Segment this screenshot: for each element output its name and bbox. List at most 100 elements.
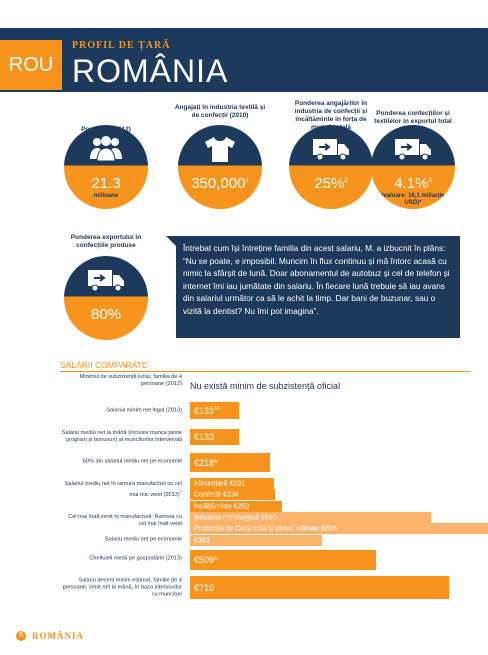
stat-label: Angajați în industria textilă și de conf… — [174, 104, 266, 119]
bar-label: Alimentară €231 — [194, 480, 245, 487]
page-number: 8 — [16, 631, 26, 641]
stat-icon — [393, 135, 433, 168]
icon-shape — [205, 137, 235, 162]
bar: €363 — [190, 535, 323, 546]
stat-value: 25%2 — [289, 175, 373, 192]
stat-unit: (valoare: 16,1 miliarde USD)* — [381, 193, 445, 206]
stat-value: 80% — [64, 306, 148, 323]
bar-label: €13310 — [194, 406, 220, 416]
row-label-text: Salariu decent minim estimat, familie de… — [62, 577, 182, 598]
icon-shape — [421, 153, 429, 161]
row-label: Salariu mediu net la mână (inclusiv munc… — [60, 430, 182, 444]
bar-label-text: Confecții €234 — [194, 491, 239, 498]
row-label: Minimul de subzistență lunar, familia de… — [60, 374, 182, 388]
stat-circle: 4.1%3 (valoare: 16,1 miliarde USD)* — [371, 125, 455, 209]
icon-shape — [101, 136, 111, 146]
bar-label: €710 — [194, 583, 214, 593]
stat-value: 21.3 — [64, 175, 148, 192]
row-label-text: Minimul de subzistență lunar, familia de… — [79, 374, 182, 387]
icon-shape — [316, 153, 324, 161]
bar-label-text: Alimentară €231 — [194, 480, 245, 487]
bar-label-text: €710 — [194, 582, 215, 593]
stat-icon — [86, 266, 126, 299]
bar-label: €218* — [194, 458, 218, 468]
icon-shape — [339, 153, 347, 161]
stat-label: Ponderea exportului în confecțiile produ… — [70, 234, 142, 249]
stat-unit: milioane — [93, 193, 119, 199]
no-minimum-note: Nu există minim de subzistență oficial — [190, 381, 341, 391]
stat-value-text: 21.3 — [91, 175, 121, 192]
row-label-text: 60% din salariul mediu net pe economie — [82, 458, 182, 465]
quote-pointer — [166, 236, 178, 248]
icon-shape — [398, 153, 406, 161]
bar: Industria metalurgică €660 — [190, 512, 431, 523]
row-label: 60% din salariul mediu net pe economie — [60, 459, 182, 466]
stat-value: 4.1%3 — [371, 175, 455, 192]
icon-shape — [113, 275, 124, 286]
bar-label-text: Industria metalurgică €660 — [194, 514, 277, 521]
row-label-text: Cheltuieli medii pe gospodărie (2013) — [89, 555, 182, 562]
section-rule — [60, 371, 470, 372]
stat-value-text: 80% — [90, 306, 122, 323]
bar-label: Producția de Coca cola și uleiuri rafina… — [194, 525, 337, 532]
icon-shape — [88, 270, 124, 292]
row-label-text: Salariu mediu net pe economie — [104, 536, 182, 543]
row-label: Cel mai înalt venit în manufactură: Ramu… — [60, 514, 182, 528]
icon-shape — [420, 144, 431, 155]
row-label: Salariu mediu net pe economie — [60, 537, 182, 544]
icon-shape — [96, 147, 116, 162]
bar-label: Industria metalurgică €660 — [194, 514, 277, 521]
bar: Alimentară €231 — [190, 478, 275, 489]
icon-shape — [338, 144, 349, 155]
stat-icon — [311, 135, 351, 168]
footer-title: ROMÂNIA — [32, 631, 84, 641]
stat-circle: 350,0001 — [178, 125, 262, 209]
row-label: Cheltuieli medii pe gospodărie (2013) — [60, 556, 182, 563]
bar-label: Încălțăminte €252 — [194, 503, 249, 510]
header-band — [0, 28, 488, 92]
bar-label-text: Producția de Coca cola și uleiuri rafina… — [194, 525, 337, 532]
quote: Întrebat cum își întreține familia din a… — [176, 236, 460, 338]
icon-shape — [401, 143, 413, 151]
bar: Producția de Coca cola și uleiuri rafina… — [190, 523, 488, 534]
icon-shape — [93, 138, 101, 146]
row-label-text: Salariu mediu net la mână (inclusiv munc… — [61, 430, 182, 443]
icon-shape — [94, 274, 106, 282]
bar-label-text: €509* — [194, 555, 218, 565]
section-title: SALARII COMPARATE — [60, 360, 148, 370]
footnote: 2 — [344, 178, 348, 184]
bar-label-text: €133 — [194, 405, 215, 416]
bar-label-text: Încălțăminte €252 — [194, 503, 250, 510]
icon-shape — [114, 284, 122, 292]
footnote: 3 — [428, 178, 432, 184]
stat-value-text: 4.1% — [394, 175, 429, 192]
page-title: ROMÂNIA — [72, 53, 229, 89]
country-code: ROU — [0, 40, 62, 90]
bar-label-text: €218* — [194, 457, 218, 468]
footnote: 10 — [214, 405, 220, 412]
icon-shape — [313, 139, 349, 161]
row-label-text: Salariul mediu net în ramura manufacturi… — [64, 481, 182, 498]
bar: €13310 — [190, 402, 239, 419]
stat-icon — [200, 135, 240, 168]
kicker: PROFIL DE ȚARĂ — [72, 40, 171, 51]
icon-shape — [395, 139, 431, 161]
stat-circle: 21.3 milioane — [64, 125, 148, 209]
bar: €218* — [190, 453, 270, 472]
bar: €133 — [190, 429, 239, 445]
stat-circle: 25%2 — [289, 125, 373, 209]
row-label-text: Cel mai înalt venit în manufactură: Ramu… — [68, 514, 182, 527]
stat-value-text: 350,000 — [191, 175, 246, 192]
row-label-text: Salariul minim net legal (2013) — [106, 407, 182, 414]
bar-label: €133 — [194, 432, 214, 442]
bar: €710 — [190, 576, 450, 599]
bar-label: Confecții €234 — [194, 491, 239, 498]
bar-label: €509* — [194, 555, 218, 565]
footnote: 1 — [245, 178, 249, 184]
stat-icon — [86, 135, 126, 168]
row-label: Salariu decent minim estimat, familie de… — [60, 578, 182, 599]
icon-shape — [91, 284, 99, 292]
row-label: Salariul mediu net în ramura manufacturi… — [60, 481, 182, 499]
